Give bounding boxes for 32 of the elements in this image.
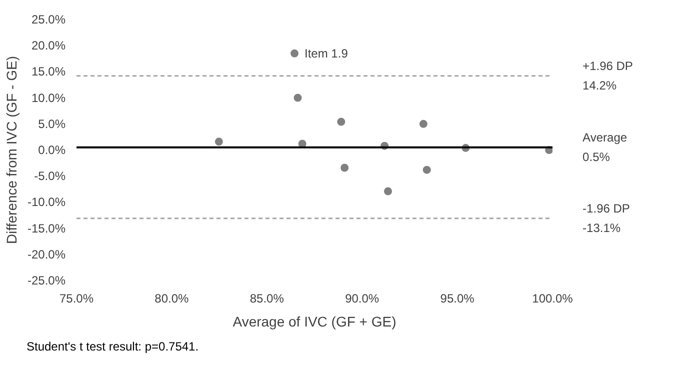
ref-line-label: +1.96 DP 14.2% xyxy=(582,59,633,93)
x-axis-title: Average of IVC (GF + GE) xyxy=(232,314,396,330)
point xyxy=(422,166,431,174)
x-tick-label: 100.0% xyxy=(532,292,574,306)
point xyxy=(290,49,299,58)
x-tick-label: 85.0% xyxy=(250,292,284,306)
ref-line-label: -1.96 DP -13.1% xyxy=(582,202,630,236)
point xyxy=(384,187,392,196)
point xyxy=(419,120,428,128)
x-tick-label: 75.0% xyxy=(59,292,94,306)
point xyxy=(214,138,223,146)
text: Student's t test result: p=0.7541. xyxy=(26,340,199,354)
y-tick-label: 0.0% xyxy=(38,143,66,157)
y-tick-label: -25.0% xyxy=(27,274,66,288)
y-tick-label: 20.0% xyxy=(31,38,66,53)
x-tick-label: 80.0% xyxy=(154,292,190,306)
x-tick-label: 95.0% xyxy=(440,292,475,306)
x-tick-label: 90.0% xyxy=(345,292,380,306)
y-tick-label: 15.0% xyxy=(31,64,66,79)
annotation: Item 1.9 xyxy=(304,46,348,60)
ref-line-label: Average 0.5% xyxy=(582,130,628,164)
point xyxy=(294,94,302,102)
point xyxy=(340,164,349,172)
y-tick-label: -15.0% xyxy=(27,221,66,236)
y-tick-label: 25.0% xyxy=(31,12,66,26)
point xyxy=(337,118,346,126)
y-axis-title: Difference from IVC (GF - GE) xyxy=(3,56,20,244)
y-tick-label: -20.0% xyxy=(27,247,66,262)
y-tick-label: 10.0% xyxy=(31,90,66,105)
y-tick-label: -10.0% xyxy=(27,195,66,210)
y-tick-label: 5.0% xyxy=(38,116,66,131)
y-tick-label: -5.0% xyxy=(34,169,66,184)
